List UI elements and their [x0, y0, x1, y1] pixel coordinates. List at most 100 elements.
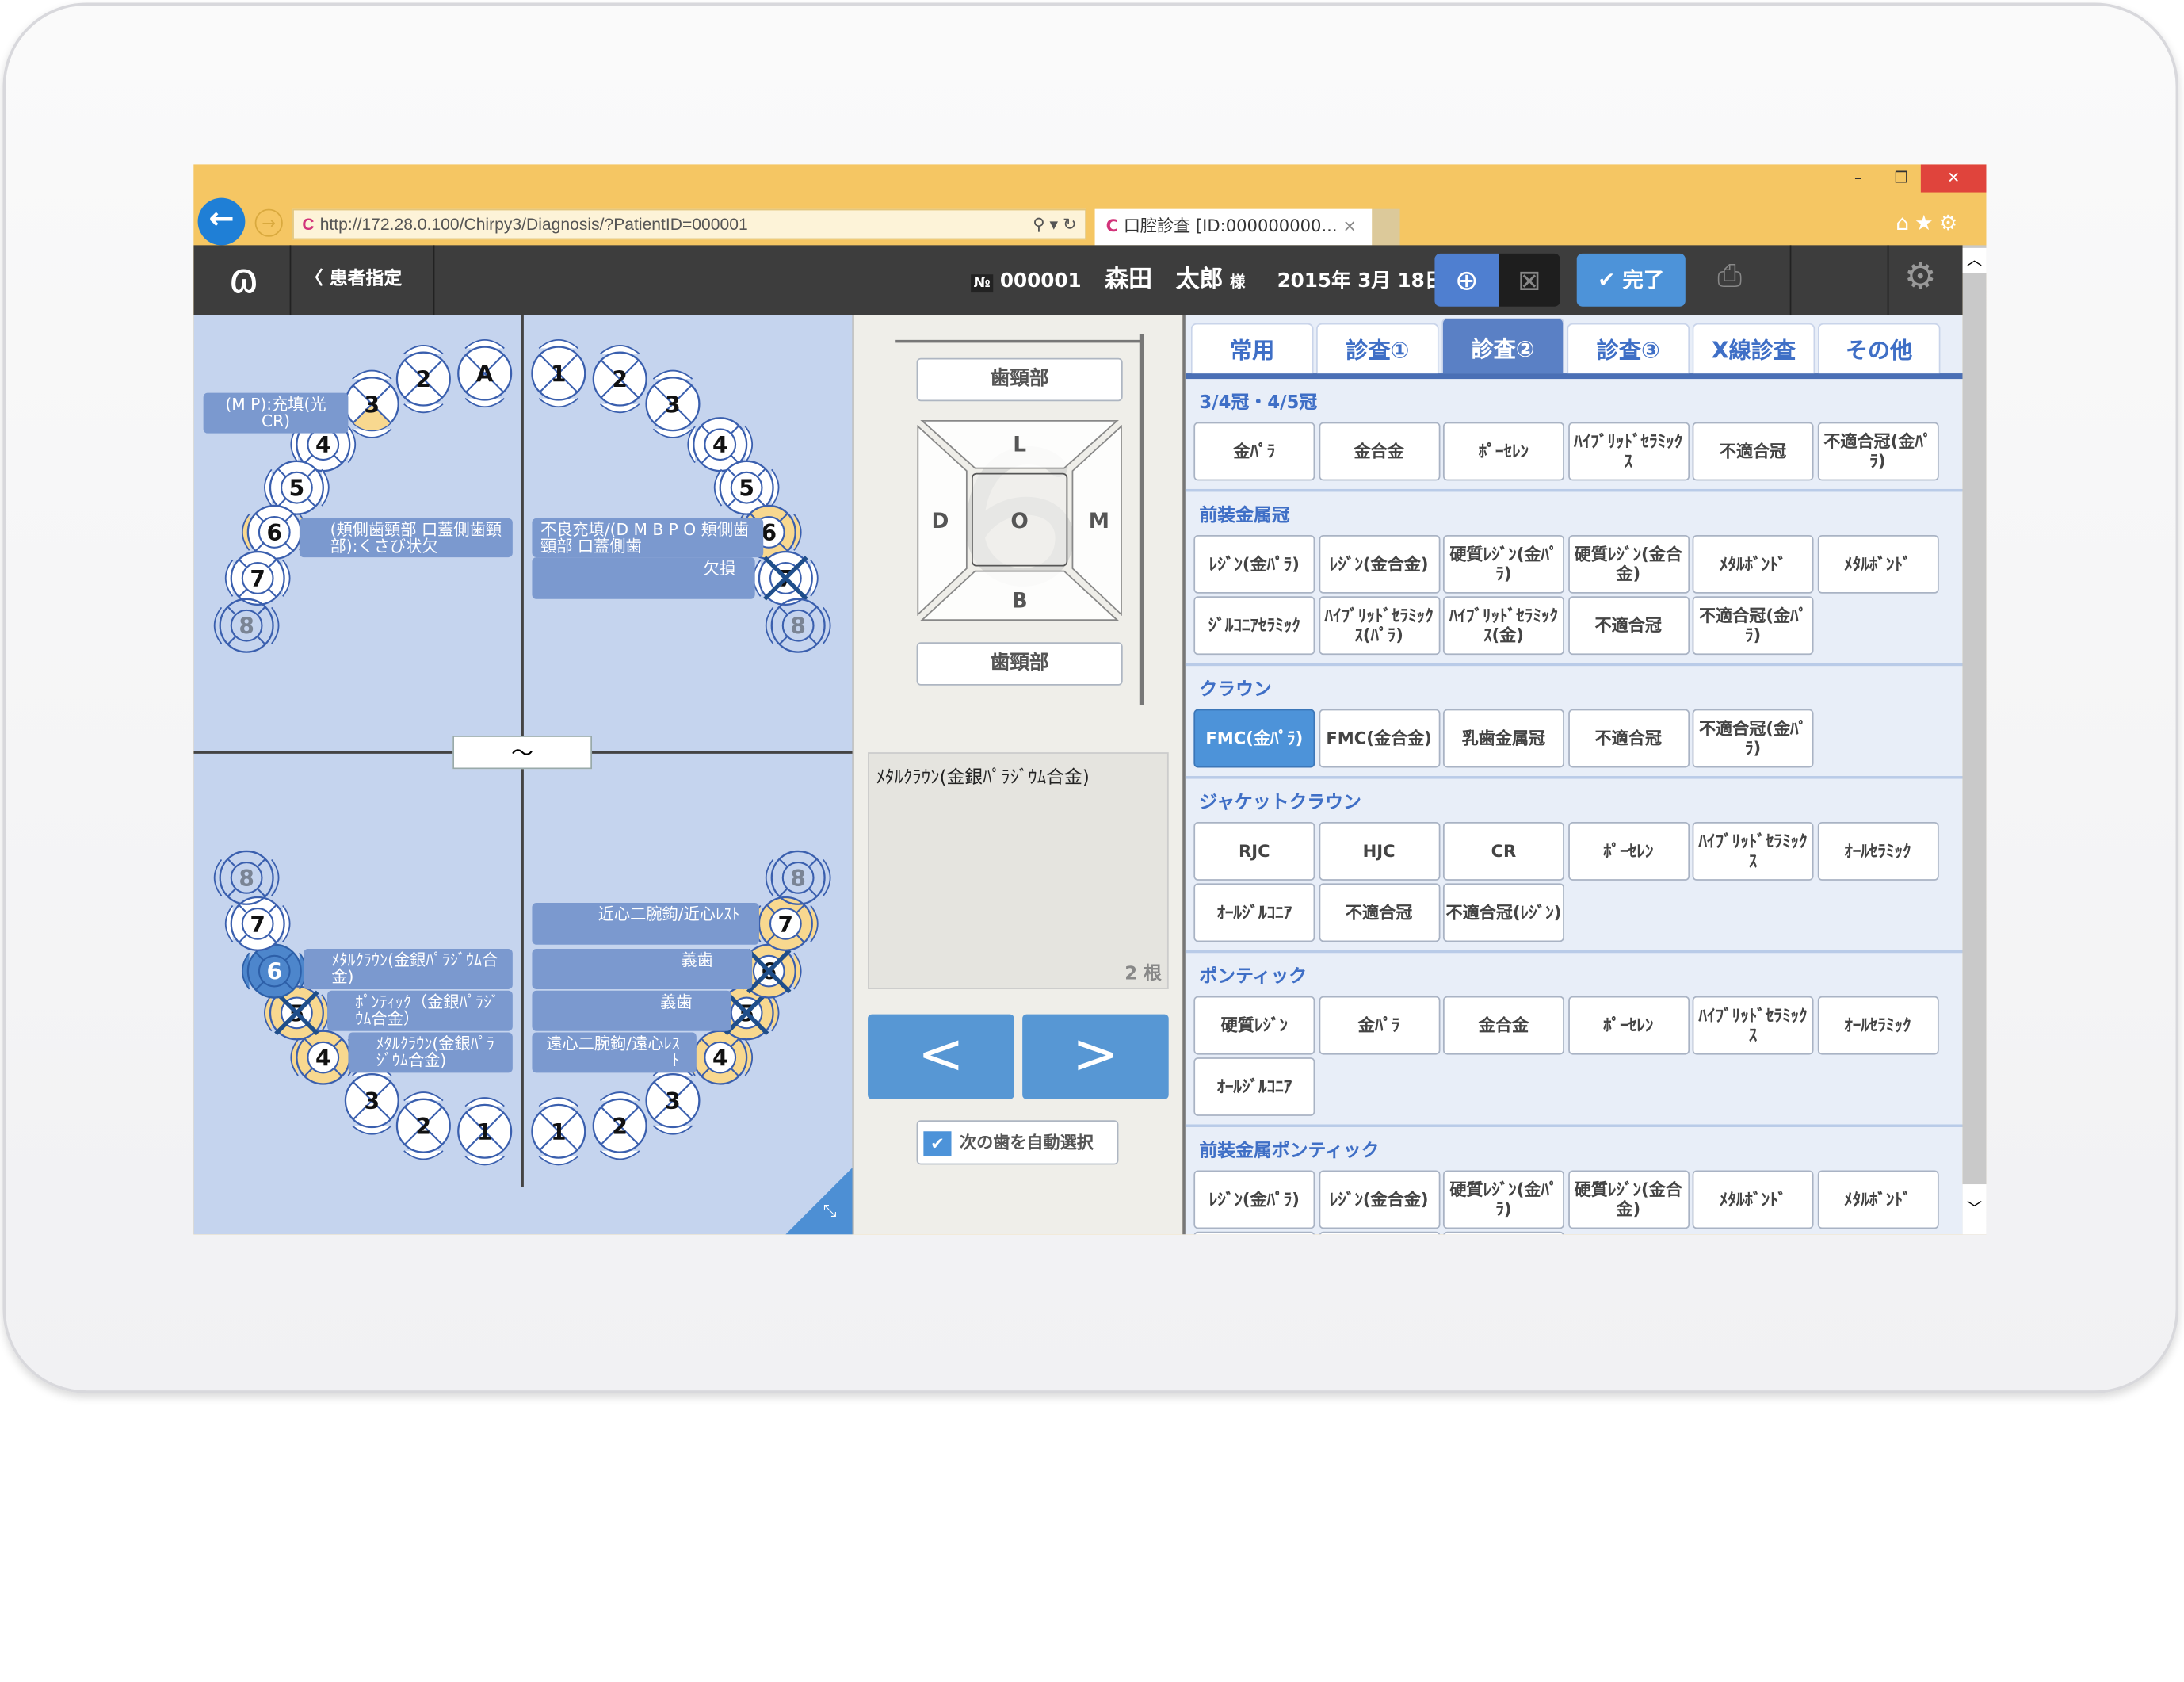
view-mode-grid-icon[interactable]: ⊠ [1499, 253, 1560, 307]
tooth-lower-right-2[interactable]: 2 [592, 1091, 647, 1160]
tab-close-icon[interactable]: × [1342, 216, 1357, 236]
treatment-button[interactable]: ﾚｼﾞﾝ(金ﾊﾟﾗ) [1193, 1170, 1315, 1229]
print-icon[interactable]: ⎙ [1717, 258, 1743, 294]
cervical-top-button[interactable]: 歯頸部 [916, 357, 1123, 402]
view-mode-chart-icon[interactable]: ⊕ [1434, 253, 1499, 307]
tooth-upper-right-1[interactable]: 1 [531, 339, 586, 408]
tooth-upper-right-4[interactable]: 4 [687, 417, 754, 472]
treatment-button[interactable]: ｵｰﾙｾﾗﾐｯｸ [1816, 996, 1938, 1055]
treatment-button[interactable]: RJC [1193, 822, 1315, 881]
expand-icon[interactable] [785, 1167, 853, 1235]
treatment-button[interactable]: ﾊｲﾌﾞﾘｯﾄﾞｾﾗﾐｯｸｽ(ﾊﾟﾗ) [1193, 1231, 1315, 1235]
minimize-button[interactable]: – [1854, 168, 1862, 187]
tooth-upper-right-8[interactable]: 8 [765, 598, 831, 653]
treatment-button[interactable]: ｵｰﾙｼﾞﾙｺﾆｱ [1193, 883, 1315, 942]
treatment-button[interactable]: 硬質ﾚｼﾞﾝ [1193, 996, 1315, 1055]
treatment-button[interactable]: CR [1442, 822, 1564, 881]
next-tooth-button[interactable]: > [1022, 1014, 1169, 1099]
treatment-button[interactable]: ﾒﾀﾙﾎﾞﾝﾄﾞ [1816, 534, 1938, 594]
tooth-lower-right-8[interactable]: 8 [765, 850, 831, 905]
tooth-lower-right-1[interactable]: 1 [531, 1097, 586, 1166]
treatment-button[interactable]: 硬質ﾚｼﾞﾝ(金ﾊﾟﾗ) [1442, 1170, 1564, 1229]
tooth-lower-right-3[interactable]: 3 [645, 1066, 701, 1135]
scroll-up-icon[interactable]: ︿ [1962, 247, 1987, 273]
tooth-upper-right-5[interactable]: 5 [713, 460, 780, 515]
search-refresh-icon[interactable]: ⚲ ▾ ↻ [1033, 214, 1077, 235]
treatment-button[interactable]: HJC [1318, 822, 1440, 881]
treatment-button[interactable]: ﾒﾀﾙﾎﾞﾝﾄﾞ [1692, 1170, 1814, 1229]
tooth-upper-right-7[interactable]: 7 [753, 550, 819, 606]
prev-tooth-button[interactable]: < [868, 1014, 1014, 1099]
tab-2[interactable]: 診査② [1441, 317, 1564, 374]
treatment-button[interactable]: ﾎﾟｰｾﾚﾝ [1442, 422, 1564, 481]
treatment-button[interactable]: 不適合冠(ﾚｼﾞﾝ) [1442, 883, 1564, 942]
tooth-lower-left-8[interactable]: 8 [213, 850, 280, 905]
tab-4[interactable]: X線診査 [1692, 323, 1816, 374]
treatment-button[interactable]: ｵｰﾙｾﾗﾐｯｸ [1816, 822, 1938, 881]
tooth-upper-left-A[interactable]: A [457, 339, 513, 408]
treatment-button[interactable]: ﾚｼﾞﾝ(金合金) [1318, 1170, 1440, 1229]
treatment-button[interactable]: 金ﾊﾟﾗ [1193, 422, 1315, 481]
treatment-button[interactable]: ﾊｲﾌﾞﾘｯﾄﾞｾﾗﾐｯｸｽ(金) [1318, 1231, 1440, 1235]
settings-gear-icon[interactable]: ⚙ [1903, 256, 1937, 299]
treatment-button[interactable]: ﾒﾀﾙﾎﾞﾝﾄﾞ [1816, 1170, 1938, 1229]
tooth-lower-left-1[interactable]: 1 [457, 1097, 513, 1166]
treatment-button[interactable]: 硬質ﾚｼﾞﾝ(金合金) [1567, 1170, 1690, 1229]
scroll-down-icon[interactable]: ﹀ [1962, 1184, 1987, 1235]
treatment-button[interactable]: ﾊｲﾌﾞﾘｯﾄﾞｾﾗﾐｯｸｽ(ﾊﾟﾗ) [1318, 596, 1440, 656]
treatment-button[interactable]: 不適合冠 [1567, 596, 1690, 656]
surface-L[interactable] [920, 419, 1119, 469]
treatment-button[interactable]: 硬質ﾚｼﾞﾝ(金ﾊﾟﾗ) [1442, 534, 1564, 594]
tooth-lower-left-7[interactable]: 7 [224, 896, 291, 951]
treatment-button[interactable]: 金ﾊﾟﾗ [1318, 996, 1440, 1055]
new-tab-button[interactable] [1372, 208, 1400, 246]
tooth-upper-right-3[interactable]: 3 [645, 369, 701, 438]
treatment-button[interactable]: FMC(金ﾊﾟﾗ) [1193, 709, 1315, 768]
back-arrow-icon[interactable]: ← [197, 197, 246, 246]
treatment-button[interactable]: ﾎﾟｰｾﾚﾝ [1567, 996, 1690, 1055]
tooth-lower-left-2[interactable]: 2 [395, 1091, 451, 1160]
treatment-button[interactable]: ﾚｼﾞﾝ(金合金) [1318, 534, 1440, 594]
auto-select-checkbox[interactable]: ✔ 次の歯を自動選択 [916, 1120, 1119, 1165]
tooth-upper-right-2[interactable]: 2 [592, 345, 647, 414]
surface-D[interactable] [917, 424, 968, 617]
restore-button[interactable]: ❐ [1894, 168, 1908, 187]
surface-O[interactable] [971, 472, 1068, 567]
treatment-button[interactable]: 金合金 [1442, 996, 1564, 1055]
tooth-upper-left-7[interactable]: 7 [224, 550, 291, 606]
treatment-button[interactable]: 不適合冠(金ﾊﾟﾗ) [1692, 709, 1814, 768]
tooth-upper-left-3[interactable]: 3 [344, 369, 399, 438]
treatment-button[interactable]: ﾊｲﾌﾞﾘｯﾄﾞｾﾗﾐｯｸｽ [1567, 422, 1690, 481]
treatment-button[interactable]: ﾒﾀﾙﾎﾞﾝﾄﾞ [1692, 534, 1814, 594]
tooth-upper-left-2[interactable]: 2 [395, 345, 451, 414]
treatment-button[interactable]: 不適合冠 [1318, 883, 1440, 942]
tooth-lower-right-6[interactable]: 6 [735, 943, 802, 999]
note-area[interactable]: ﾒﾀﾙｸﾗｳﾝ(金銀ﾊﾟﾗｼﾞｳﾑ合金) 2 根 [868, 752, 1169, 989]
tab-1[interactable]: 診査① [1316, 323, 1439, 374]
surface-M[interactable] [1071, 424, 1122, 617]
treatment-button[interactable]: FMC(金合金) [1318, 709, 1440, 768]
tab-3[interactable]: 診査③ [1567, 323, 1690, 374]
close-window-button[interactable]: ✕ [1920, 164, 1987, 193]
treatment-button[interactable]: ｼﾞﾙｺﾆｱｾﾗﾐｯｸ [1193, 596, 1315, 656]
done-button[interactable]: ✔ 完了 [1576, 253, 1686, 307]
treatment-button[interactable]: ﾊｲﾌﾞﾘｯﾄﾞｾﾗﾐｯｸｽ [1692, 822, 1814, 881]
range-select-button[interactable]: ～ [452, 736, 593, 770]
treatment-button[interactable]: 不適合冠(金ﾊﾟﾗ) [1692, 596, 1814, 656]
treatment-button[interactable]: 乳歯金属冠 [1442, 709, 1564, 768]
tooth-lower-left-5[interactable]: 5 [264, 985, 330, 1041]
tooth-lower-left-6[interactable]: 6 [241, 943, 307, 999]
home-star-gear-icons[interactable]: ⌂★⚙ [1896, 210, 1964, 236]
treatment-button[interactable]: ﾊｲﾌﾞﾘｯﾄﾞｾﾗﾐｯｸｽ [1692, 996, 1814, 1055]
treatment-button[interactable]: 不適合冠(金ﾊﾟﾗ) [1816, 422, 1938, 481]
treatment-button[interactable]: 不適合冠 [1567, 709, 1690, 768]
treatment-button[interactable]: 不適合冠 [1692, 422, 1814, 481]
treatment-button[interactable]: ﾚｼﾞﾝ(金ﾊﾟﾗ) [1193, 534, 1315, 594]
tooth-lower-left-3[interactable]: 3 [344, 1066, 399, 1135]
tooth-upper-left-8[interactable]: 8 [213, 598, 280, 653]
tab-5[interactable]: その他 [1817, 323, 1941, 374]
back-to-patient-button[interactable]: 〈 患者指定 [304, 269, 403, 290]
browser-tab[interactable]: C 口腔診査 [ID:000000000... × [1094, 208, 1373, 246]
cervical-bottom-button[interactable]: 歯頸部 [916, 642, 1123, 686]
